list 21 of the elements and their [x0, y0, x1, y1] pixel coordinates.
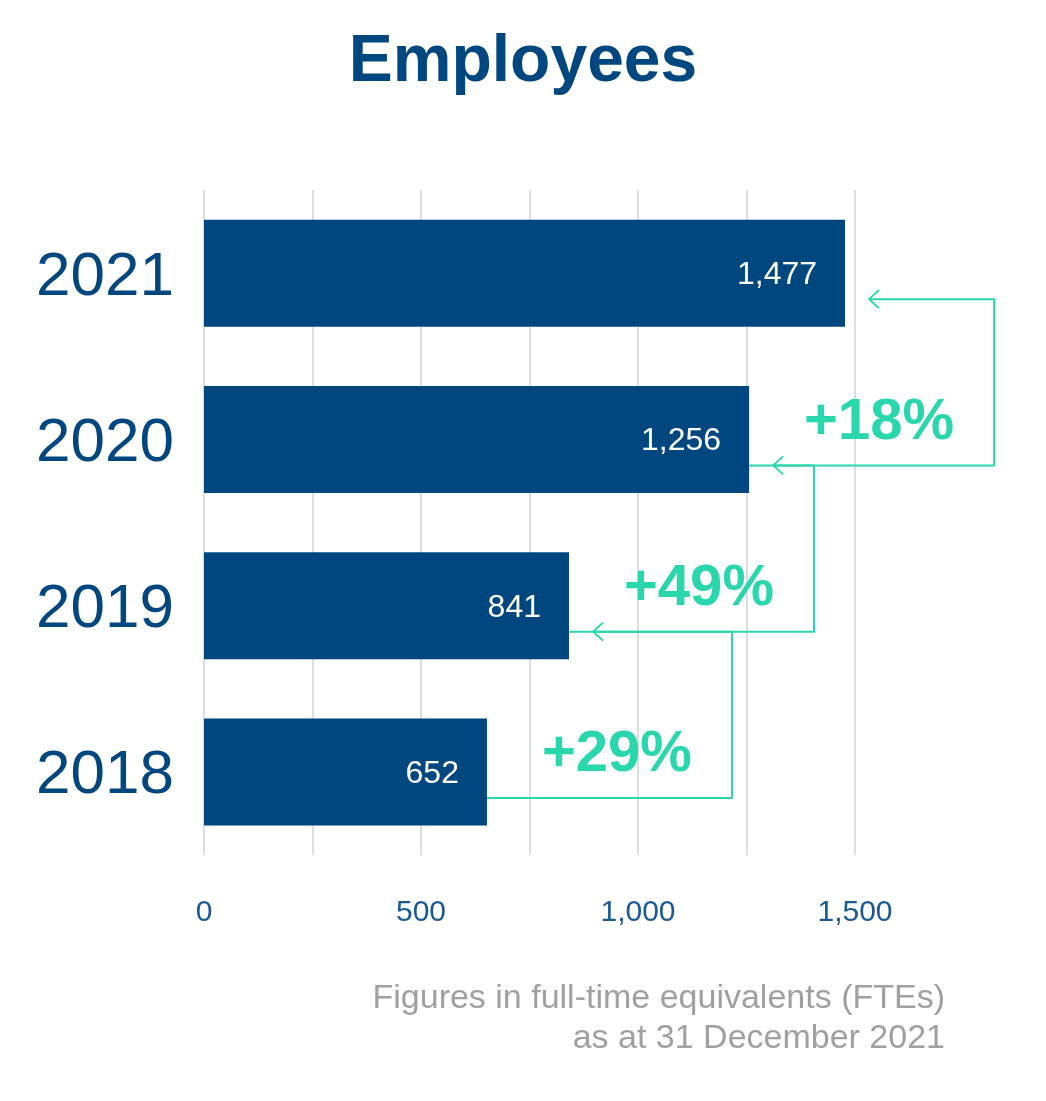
data-label: 841	[487, 587, 541, 624]
x-tick-label: 0	[195, 893, 213, 927]
y-tick-label: 2021	[36, 238, 174, 308]
annotation: +49%	[623, 552, 774, 618]
data-label: 652	[405, 753, 459, 790]
text: Figures in full-time equivalents (FTEs) as at 31 December 2021	[372, 977, 945, 1055]
chart-title: Employees	[348, 21, 698, 95]
bar	[204, 385, 750, 493]
bar	[204, 219, 846, 327]
data-label: 1,477	[736, 255, 818, 292]
text: 1,500	[817, 893, 893, 927]
y-tick-label: 2020	[36, 404, 174, 474]
annotation: +29%	[541, 718, 692, 784]
bar	[204, 552, 569, 660]
x-tick-label: 500	[395, 893, 447, 927]
annotation: +18%	[804, 385, 955, 451]
y-tick-label: 2018	[36, 737, 174, 807]
data-label: 1,256	[641, 421, 722, 458]
text: 1,000	[600, 893, 676, 927]
y-tick-label: 2019	[36, 571, 174, 641]
bar	[204, 718, 487, 826]
